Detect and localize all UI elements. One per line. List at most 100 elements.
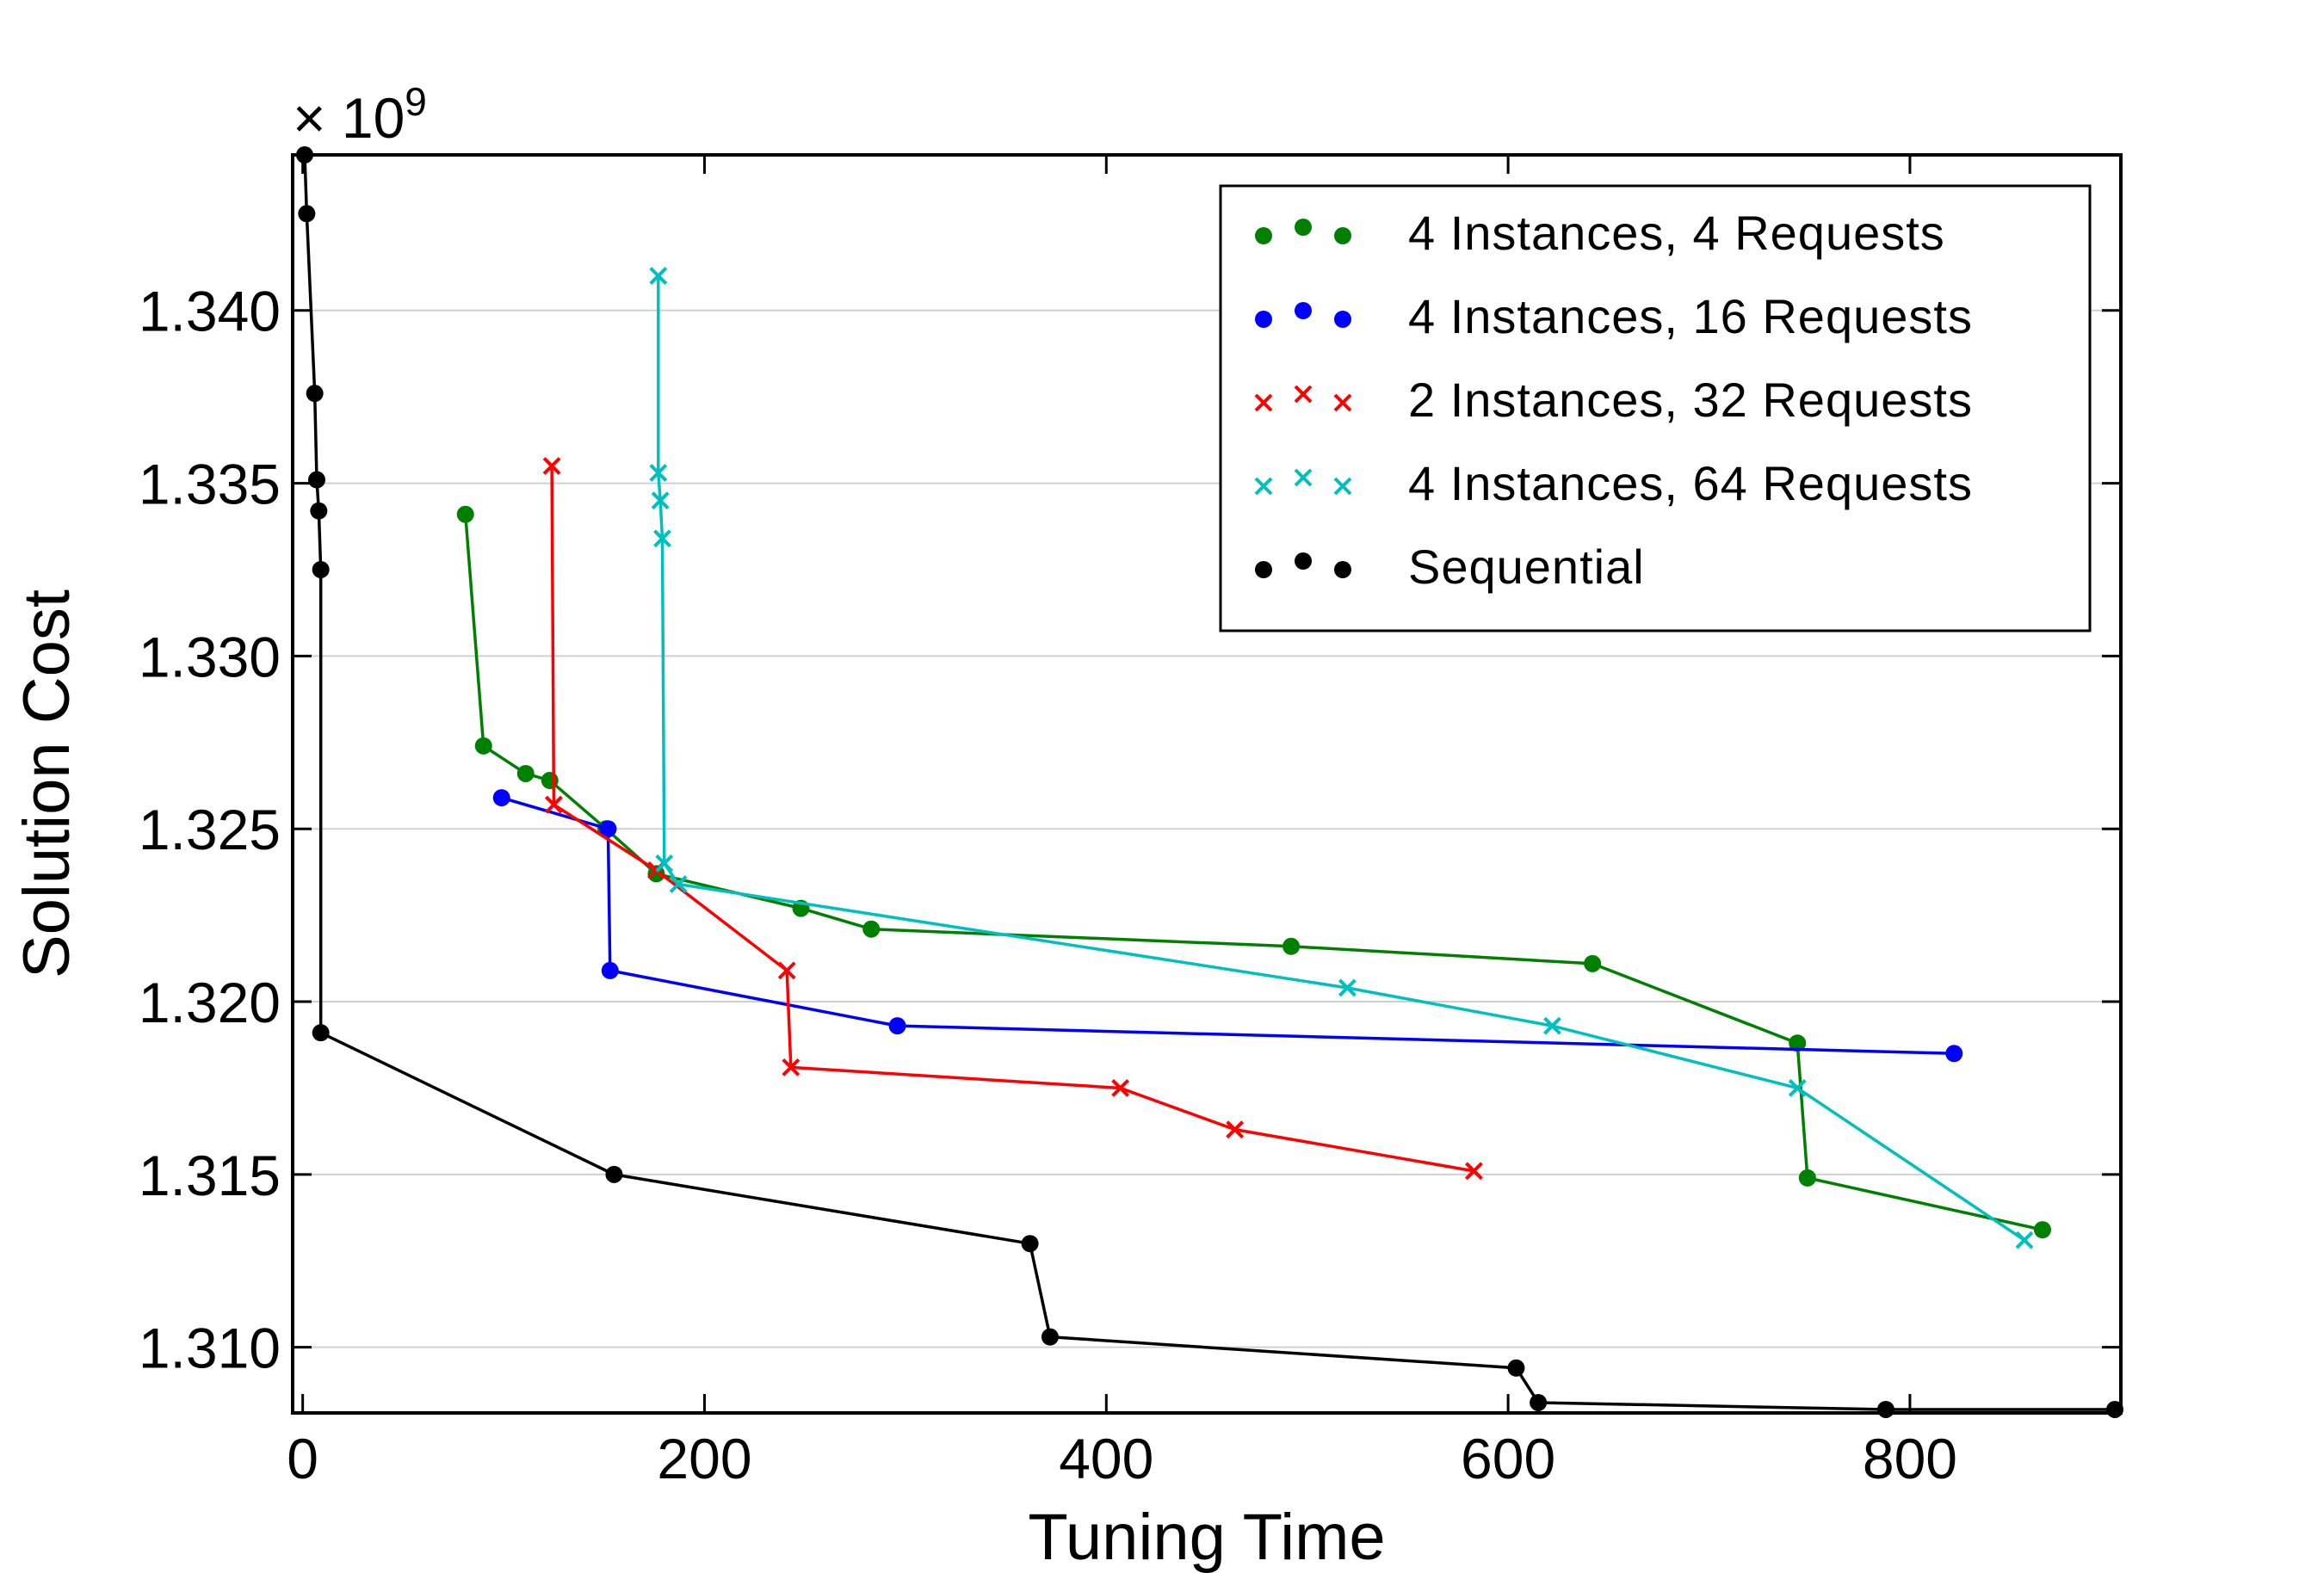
data-point bbox=[298, 205, 316, 223]
marker-stroke bbox=[651, 491, 670, 510]
x-axis-title: Tuning Time bbox=[1028, 1501, 1385, 1573]
legend-marker bbox=[1254, 477, 1273, 496]
x-tick-label: 200 bbox=[657, 1427, 751, 1490]
data-point bbox=[1876, 1400, 1894, 1418]
data-point bbox=[306, 385, 324, 403]
marker-stroke bbox=[1254, 477, 1273, 496]
series-5 bbox=[296, 146, 2123, 1418]
data-point bbox=[2015, 1231, 2034, 1249]
legend-marker bbox=[1333, 393, 1352, 412]
data-point bbox=[1465, 1162, 1483, 1181]
legend-marker bbox=[1333, 477, 1352, 496]
marker-stroke bbox=[1226, 1120, 1245, 1139]
data-point bbox=[1338, 978, 1357, 997]
data-point bbox=[1584, 954, 1602, 972]
y-tick-label: 1.335 bbox=[139, 453, 281, 516]
legend-label: 4 Instances, 16 Requests bbox=[1408, 289, 1973, 343]
data-point bbox=[655, 854, 674, 873]
data-point bbox=[2033, 1221, 2051, 1239]
axis-ticks bbox=[293, 155, 2121, 1413]
marker-stroke bbox=[1111, 1079, 1130, 1097]
data-point bbox=[782, 1058, 800, 1076]
marker-stroke bbox=[1333, 477, 1352, 496]
series-line bbox=[550, 466, 1474, 1173]
marker-stroke bbox=[649, 464, 668, 482]
y-tick-label: 1.320 bbox=[139, 971, 281, 1034]
marker-stroke bbox=[649, 267, 668, 285]
data-point bbox=[1507, 1359, 1525, 1377]
data-point bbox=[542, 457, 561, 475]
y-multiplier-exponent: 9 bbox=[405, 79, 427, 124]
data-point bbox=[1530, 1393, 1548, 1411]
data-point bbox=[545, 795, 563, 814]
y-tick-label: 1.315 bbox=[139, 1144, 281, 1207]
marker-stroke bbox=[1294, 385, 1313, 404]
data-point bbox=[1789, 1034, 1807, 1052]
legend-marker bbox=[1295, 219, 1312, 236]
legend-marker bbox=[1294, 468, 1313, 487]
data-point bbox=[312, 560, 330, 578]
data-point bbox=[1798, 1169, 1816, 1187]
data-point bbox=[599, 820, 617, 838]
series-line bbox=[657, 275, 2025, 1242]
legend-label: 4 Instances, 64 Requests bbox=[1408, 456, 1973, 510]
data-point bbox=[1041, 1328, 1059, 1346]
legend-item: Sequential bbox=[1255, 540, 1645, 594]
legend-marker bbox=[1255, 561, 1272, 578]
data-point bbox=[492, 789, 510, 807]
series-4 bbox=[649, 267, 2034, 1249]
marker-stroke bbox=[1294, 468, 1313, 487]
data-point bbox=[312, 1024, 330, 1042]
x-tick-label: 600 bbox=[1461, 1427, 1555, 1490]
marker-stroke bbox=[1788, 1079, 1807, 1097]
data-point bbox=[862, 920, 881, 938]
data-point bbox=[653, 529, 671, 548]
legend-box bbox=[1219, 184, 2092, 632]
legend-label: Sequential bbox=[1408, 540, 1645, 594]
data-point bbox=[669, 875, 688, 893]
legend-marker bbox=[1294, 385, 1313, 404]
data-point bbox=[649, 464, 668, 482]
x-tick-label: 0 bbox=[287, 1427, 318, 1490]
marker-stroke bbox=[545, 795, 563, 814]
legend-marker bbox=[1295, 552, 1312, 570]
marker-stroke bbox=[777, 961, 796, 980]
y-tick-label: 1.330 bbox=[139, 625, 281, 688]
data-point bbox=[310, 502, 328, 520]
legend-marker bbox=[1334, 227, 1351, 244]
plot-frame bbox=[291, 153, 2123, 1415]
legend-item: 2 Instances, 32 Requests bbox=[1254, 373, 1973, 427]
x-tick-label: 400 bbox=[1059, 1427, 1153, 1490]
x-tick-label: 800 bbox=[1863, 1427, 1957, 1490]
legend-label: 2 Instances, 32 Requests bbox=[1408, 373, 1973, 427]
data-point bbox=[1788, 1079, 1807, 1097]
legend-marker bbox=[1254, 393, 1273, 412]
series-line bbox=[501, 796, 1955, 1056]
data-point bbox=[541, 771, 559, 789]
data-point bbox=[1543, 1016, 1561, 1035]
marker-stroke bbox=[2015, 1231, 2034, 1249]
y-multiplier: × 109 bbox=[293, 79, 427, 150]
data-point bbox=[516, 764, 535, 782]
legend-marker bbox=[1295, 302, 1312, 319]
legend-marker bbox=[1255, 311, 1272, 328]
data-point bbox=[308, 471, 326, 489]
marker-stroke bbox=[655, 854, 674, 873]
data-point bbox=[649, 267, 668, 285]
marker-stroke bbox=[782, 1058, 800, 1076]
marker-stroke bbox=[669, 875, 688, 893]
data-point bbox=[651, 491, 670, 510]
series-3 bbox=[542, 457, 1483, 1181]
y-tick-label: 1.310 bbox=[139, 1317, 281, 1380]
marker-stroke bbox=[1254, 393, 1273, 412]
data-point bbox=[605, 1165, 623, 1183]
legend: 4 Instances, 4 Requests 4 Instances, 16 R… bbox=[1219, 184, 2092, 632]
marker-stroke bbox=[653, 529, 671, 548]
data-point bbox=[1111, 1079, 1130, 1097]
data-point bbox=[1283, 937, 1301, 955]
legend-marker bbox=[1334, 311, 1351, 328]
marker-stroke bbox=[1543, 1016, 1561, 1035]
marker-stroke bbox=[1333, 393, 1352, 412]
data-point bbox=[601, 961, 619, 979]
